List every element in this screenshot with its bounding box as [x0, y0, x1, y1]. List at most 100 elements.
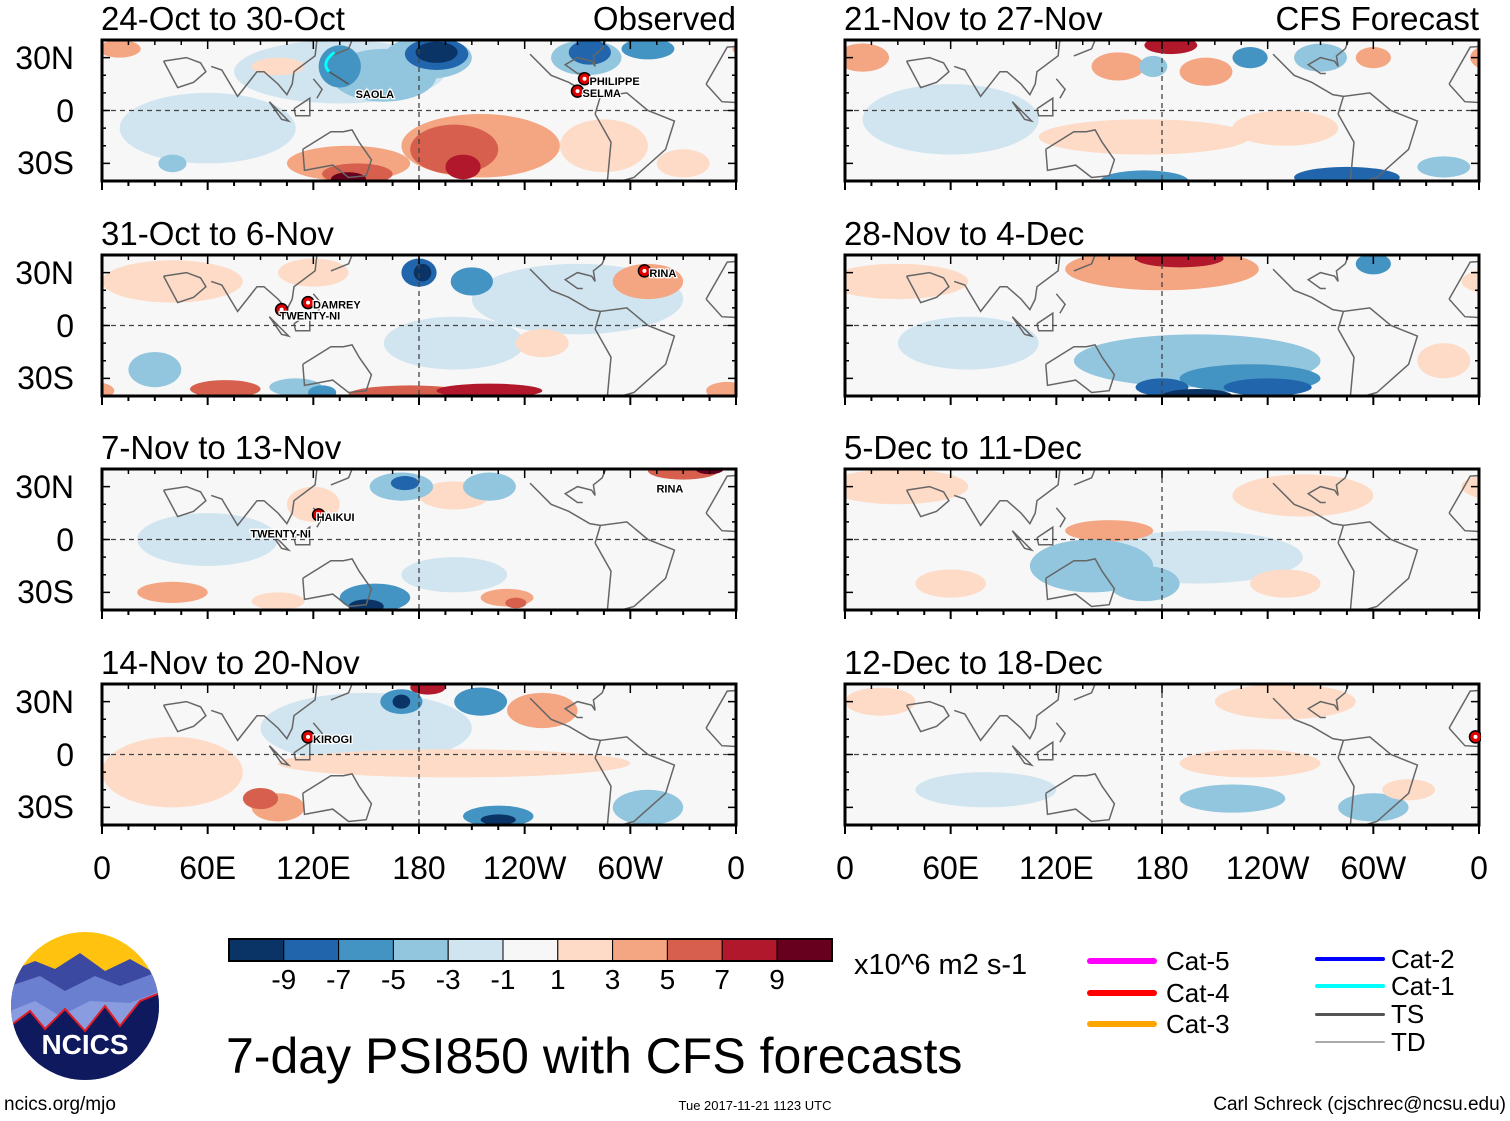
anomaly-contour [1294, 166, 1400, 181]
anomaly-contour [383, 316, 525, 370]
anomaly-contour [1417, 156, 1471, 178]
storm-label: HAIKUI [317, 512, 355, 524]
coastline [302, 129, 373, 179]
panel-title: 7-Nov to 13-Nov [101, 429, 342, 466]
colorbar [228, 938, 833, 962]
coastline [594, 307, 676, 396]
colorbar-tick-label: 5 [659, 964, 676, 995]
anomaly-contour [158, 154, 187, 173]
coastline [210, 684, 318, 742]
coastline [594, 92, 676, 181]
legend-label: TD [1391, 1027, 1426, 1057]
anomaly-contour [445, 154, 481, 180]
storm-label: RINA [649, 268, 676, 280]
map-panel: KIROGI [100, 682, 738, 834]
x-tick-label: 0 [1470, 850, 1488, 886]
y-tick-label: 30S [17, 574, 74, 611]
anomaly-contour [1109, 565, 1180, 602]
colorbar-tick-label: -5 [380, 964, 406, 995]
storm-label: KIROGI [313, 734, 352, 746]
coastline [1306, 255, 1350, 290]
colorbar-bin [228, 938, 285, 962]
anomaly-contour [1135, 255, 1224, 268]
x-tick-label: 120W [482, 850, 567, 886]
panel-title: 31-Oct to 6-Nov [101, 215, 334, 252]
coastline [1045, 773, 1116, 823]
logo-text: NCICS [41, 1029, 128, 1060]
legend-line-cat-2 [1315, 957, 1385, 961]
coastline [210, 40, 318, 98]
anomaly-contour [1038, 119, 1251, 155]
anomaly-contour [102, 260, 243, 303]
coastline [905, 485, 950, 518]
anomaly-contour [463, 472, 516, 501]
anomaly-contour [559, 119, 648, 173]
coastline [1306, 40, 1350, 75]
storm-marker-eye [575, 89, 580, 94]
anomaly-contour [128, 351, 182, 388]
storm-label: DAMREY [313, 300, 361, 312]
anomaly-contour [1250, 569, 1321, 598]
coastline [1337, 736, 1419, 825]
legend-line-ts [1315, 1012, 1385, 1016]
anomaly-contour [1139, 55, 1168, 78]
anomaly-contour [1461, 474, 1479, 499]
coastline [953, 255, 1061, 313]
coastline [162, 485, 207, 518]
coastline [312, 293, 324, 314]
panel-title: 24-Oct to 30-Oct [101, 0, 345, 37]
storm-marker-eye [642, 268, 647, 273]
storm-marker-eye [306, 300, 311, 305]
coastline [563, 255, 607, 290]
coastline [1272, 697, 1344, 742]
colorbar-bin [502, 938, 559, 962]
coastline [529, 53, 601, 98]
anomaly-contour [1355, 255, 1391, 275]
coastline [1036, 311, 1054, 332]
colorbar-tick-label: -1 [490, 964, 516, 995]
y-tick-label: 30S [17, 145, 74, 182]
coastline [1337, 92, 1419, 181]
colorbar-bin [666, 938, 723, 962]
colorbar-tick-label: 7 [714, 964, 730, 995]
x-tick-label: 120E [1018, 850, 1094, 886]
coastline [1045, 344, 1116, 394]
legend-label: Cat-1 [1391, 971, 1455, 1001]
storm-marker-eye [279, 307, 284, 312]
coastline [1272, 482, 1344, 527]
coastline [1272, 268, 1344, 313]
coastline [312, 78, 324, 99]
colorbar-tick-label: -3 [435, 964, 461, 995]
anomaly-contour [656, 149, 710, 178]
coastline [1337, 521, 1419, 610]
coastline [1073, 40, 1096, 57]
storm-marker-eye [1473, 734, 1478, 739]
storm-label: RINA [656, 484, 683, 496]
coastline [953, 40, 1061, 98]
storm-marker-eye [306, 734, 311, 739]
anomaly-contour [1461, 269, 1479, 294]
legend-label: Cat-4 [1166, 978, 1230, 1008]
anomaly-contour [102, 382, 115, 396]
coastline [1055, 722, 1067, 743]
x-tick-label: 120E [275, 850, 351, 886]
coastline [330, 684, 353, 701]
coastline [563, 40, 607, 75]
anomaly-contour [390, 476, 419, 491]
anomaly-contour [137, 581, 208, 603]
coastline [594, 736, 676, 825]
anomaly-contour [845, 687, 916, 716]
coastline [293, 525, 311, 546]
map-panel [843, 467, 1481, 619]
y-tick-label: 0 [56, 521, 74, 558]
x-tick-label: 0 [836, 850, 854, 886]
anomaly-contour [1382, 779, 1435, 801]
coastline [1306, 469, 1350, 504]
coastline [529, 482, 601, 527]
x-tick-label: 180 [392, 850, 446, 886]
x-tick-label: 180 [1135, 850, 1189, 886]
column-label-forecast: CFS Forecast [1275, 0, 1479, 37]
colorbar-bin [721, 938, 778, 962]
anomaly-contour [706, 381, 736, 396]
